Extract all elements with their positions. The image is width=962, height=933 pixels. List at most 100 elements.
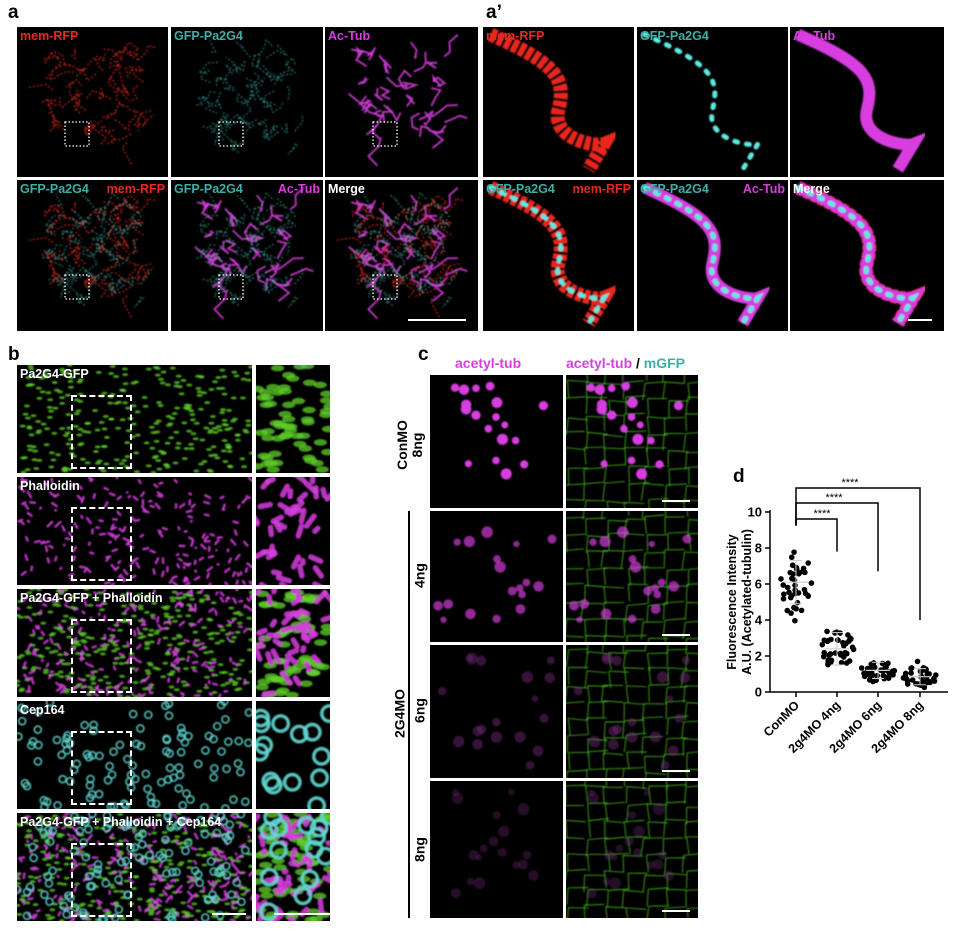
- label: Pa2G4-GFP + Phalloidin + Cep164: [20, 815, 222, 829]
- data-point: [825, 661, 831, 668]
- panel-a-actub: Ac-Tub: [325, 27, 478, 177]
- panel-a-mem-rfp: mem-RFP: [17, 27, 168, 177]
- data-point: [789, 562, 796, 569]
- label: Pa2G4-GFP: [20, 367, 89, 381]
- label: mem-RFP: [20, 29, 79, 43]
- panel-c-merge-3: [566, 781, 698, 918]
- label: GFP-Pa2G4: [174, 182, 243, 196]
- header-mgfp: mGFP: [643, 355, 686, 371]
- data-point: [792, 587, 798, 593]
- data-point: [787, 569, 794, 576]
- panel-a-prime-merge-gfp-actub: GFP-Pa2G4 Ac-Tub: [637, 180, 788, 331]
- panel-a-prime-mem-rfp: mem-RFP: [483, 27, 634, 177]
- data-point: [793, 566, 800, 572]
- data-point: [805, 560, 811, 566]
- y-tick-label: 2: [755, 649, 762, 664]
- header-separator: /: [632, 355, 644, 371]
- col1-header: acetyl-tub: [455, 355, 522, 371]
- panel-b-image-4: Pa2G4-GFP + Phalloidin + Cep164: [17, 813, 252, 921]
- panel-a-prime-merge-gfp-rfp: GFP-Pa2G4 mem-RFP: [483, 180, 634, 331]
- data-point: [825, 637, 832, 644]
- y-tick-label: 4: [755, 613, 763, 628]
- significance-label: ****: [841, 477, 859, 489]
- data-point: [837, 650, 844, 657]
- scale-bar: [408, 319, 466, 321]
- inset-box: [71, 731, 132, 805]
- panel-a-prime-label: a’: [486, 2, 502, 23]
- panel-b-zoom-0: [256, 365, 330, 473]
- data-point: [805, 593, 811, 599]
- col2-header: acetyl-tub / mGFP: [566, 355, 685, 371]
- scale-bar: [212, 913, 246, 915]
- data-point: [788, 593, 795, 599]
- data-point: [819, 641, 826, 648]
- panel-c-acetyl-tub-3: [430, 781, 563, 918]
- panel-b-image-3: Cep164: [17, 701, 252, 809]
- panel-a-label: a: [8, 2, 19, 23]
- data-point: [838, 659, 845, 666]
- x-tick-label: ConMO: [761, 698, 803, 740]
- panel-a-prime-actub: Ac-Tub: [790, 27, 944, 177]
- label: Merge: [328, 182, 365, 196]
- scale-bar: [274, 913, 330, 915]
- data-point: [845, 632, 851, 638]
- data-point: [922, 677, 928, 684]
- panel-c-merge-0: [566, 375, 698, 508]
- scale-bar: [662, 500, 690, 502]
- label: Pa2G4-GFP + Phalloidin: [20, 591, 163, 605]
- inset-box: [71, 395, 132, 469]
- data-point: [903, 676, 910, 683]
- data-point: [821, 649, 827, 656]
- data-point: [799, 568, 806, 575]
- significance-label: ****: [813, 508, 831, 520]
- data-point: [788, 554, 795, 561]
- label: mem-RFP: [572, 182, 631, 196]
- data-point: [914, 658, 921, 665]
- panel-c-merge-1: [566, 511, 698, 642]
- data-point: [824, 628, 830, 635]
- label: mem-RFP: [106, 182, 165, 196]
- label: GFP-Pa2G4: [640, 182, 709, 196]
- data-point: [861, 670, 867, 677]
- panel-a-gfp: GFP-Pa2G4: [171, 27, 323, 177]
- panel-b-zoom-1: [256, 477, 330, 585]
- panel-a-prime-gfp: GFP-Pa2G4: [637, 27, 788, 177]
- panel-b-image-1: Phalloidin: [17, 477, 252, 585]
- y-tick-label: 10: [748, 505, 762, 520]
- scale-bar: [662, 634, 690, 636]
- data-point: [879, 660, 886, 667]
- y-tick-label: 8: [755, 541, 762, 556]
- data-point: [821, 637, 828, 643]
- panel-b-zoom-2: [256, 589, 330, 697]
- data-point: [869, 672, 876, 678]
- scale-bar: [662, 910, 690, 912]
- data-point: [890, 668, 896, 674]
- label: mem-RFP: [486, 29, 545, 43]
- data-point: [778, 576, 784, 582]
- label: Ac-Tub: [277, 182, 320, 196]
- data-point: [843, 640, 849, 647]
- y-axis-label-line: Fluorescence Intensity: [725, 534, 739, 670]
- data-point: [881, 675, 888, 682]
- panel-b-image-0: Pa2G4-GFP: [17, 365, 252, 473]
- data-point: [874, 672, 881, 679]
- label: Ac-Tub: [328, 29, 371, 43]
- panel-b-image-2: Pa2G4-GFP + Phalloidin: [17, 589, 252, 697]
- data-point: [883, 664, 889, 670]
- inset-box: [71, 843, 132, 917]
- data-point: [780, 591, 787, 597]
- panel-b-zoom-4: [256, 813, 330, 921]
- data-point: [780, 596, 787, 602]
- data-point: [868, 661, 875, 668]
- data-point: [792, 582, 798, 589]
- data-point: [909, 665, 915, 671]
- significance-label: ****: [825, 492, 843, 504]
- label: GFP-Pa2G4: [486, 182, 555, 196]
- data-point: [847, 636, 854, 643]
- data-point: [849, 644, 856, 651]
- header-acetyl-tub: acetyl-tub: [566, 355, 633, 371]
- data-point: [827, 651, 834, 658]
- panel-d-label: d: [733, 466, 745, 487]
- panel-c-acetyl-tub-0: [430, 375, 563, 508]
